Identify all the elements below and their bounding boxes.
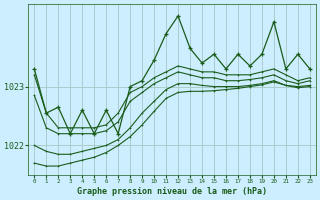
X-axis label: Graphe pression niveau de la mer (hPa): Graphe pression niveau de la mer (hPa) — [77, 187, 267, 196]
